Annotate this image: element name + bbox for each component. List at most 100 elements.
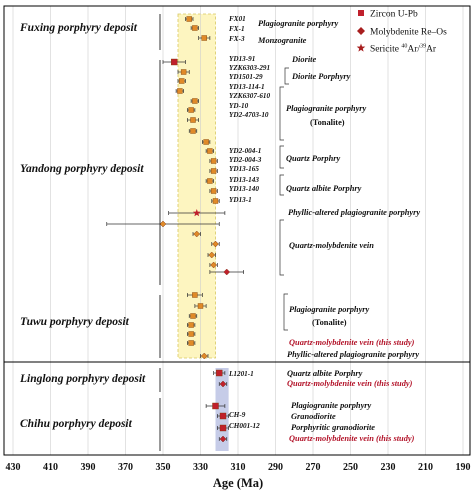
- legend-swatch-diamond: [357, 27, 365, 35]
- data-point-diamond: [208, 251, 216, 259]
- rock-type-label: Porphyritic granodiorite: [291, 423, 375, 432]
- rock-type-label: Diorite Porphyry: [291, 72, 351, 81]
- rock-type-label: Granodiorite: [291, 412, 336, 421]
- x-tick-label: 310: [231, 462, 246, 473]
- rock-type-label: Phyllic-altered plagiogranite porphyry: [287, 350, 419, 359]
- data-point-diamond: [210, 261, 217, 269]
- rock-type-label: Monzogranite: [257, 36, 307, 45]
- sample-label: FX01: [229, 15, 246, 23]
- x-tick-label: 370: [118, 462, 133, 473]
- deposit-label: Yandong porphyry deposit: [20, 163, 144, 175]
- rock-type-label: Quartz-molybdenite vein (this study): [289, 434, 415, 443]
- rock-type-label: Quartz albite Porphry: [286, 184, 362, 193]
- data-point-square: [190, 313, 196, 319]
- sample-label: CH001-12: [229, 422, 260, 430]
- data-point-square: [219, 424, 227, 432]
- data-point-square: [192, 292, 198, 298]
- rock-type-label: Diorite: [291, 55, 316, 64]
- data-point-square: [186, 16, 192, 22]
- deposit-label: Linglong porphyry deposit: [19, 373, 146, 385]
- data-point-square: [179, 78, 185, 84]
- data-point-diamond: [223, 268, 231, 276]
- label-bracket: [279, 174, 284, 196]
- data-point-square: [188, 107, 194, 113]
- data-point-square: [190, 128, 196, 134]
- x-tick-label: 210: [418, 462, 433, 473]
- sample-label: L1201-1: [228, 370, 254, 378]
- data-point-square: [188, 322, 194, 328]
- data-point-diamond: [219, 380, 227, 388]
- sample-label: FX-3: [229, 35, 245, 43]
- legend-label: Molybdenite Re–Os: [370, 28, 447, 38]
- deposit-label: Fuxing porphyry deposit: [19, 22, 138, 34]
- data-point-square: [207, 148, 213, 154]
- sample-label: YD13-114-1: [229, 83, 265, 91]
- rock-type-label: Plagiogranite porphyry: [286, 104, 367, 113]
- highlight-band-outline: [177, 13, 216, 359]
- label-bracket: [279, 86, 284, 141]
- sample-label: YD-10: [229, 102, 249, 110]
- data-point-square: [201, 35, 207, 41]
- data-point-diamond: [219, 435, 227, 443]
- x-tick-label: 410: [43, 462, 58, 473]
- rock-type-label: Plagiogranite porphyry: [258, 19, 339, 28]
- label-bracket: [279, 219, 284, 276]
- data-point-square: [190, 117, 196, 123]
- data-point-square: [212, 198, 219, 204]
- x-tick-label: 270: [306, 462, 321, 473]
- data-point-square: [192, 98, 198, 104]
- sample-label: YD13-165: [229, 165, 259, 173]
- deposit-label: Chihu porphyry deposit: [20, 418, 133, 430]
- x-tick-label: 250: [343, 462, 358, 473]
- rock-type-label: Quartz-molybdenite vein: [289, 241, 374, 250]
- data-point-square: [219, 412, 227, 420]
- rock-type-label: Quartz-molybdenite vein (this study): [289, 338, 415, 347]
- plot-frame: [3, 5, 471, 456]
- rock-type-label: Plagiogranite porphyry: [291, 401, 372, 410]
- data-point-square: [180, 69, 187, 75]
- data-point-square: [212, 402, 219, 410]
- data-point-square: [210, 158, 217, 164]
- label-bracket: [283, 293, 288, 331]
- sample-label: CH-9: [229, 411, 246, 419]
- data-point-square: [192, 25, 198, 31]
- legend-swatch-square: [358, 10, 364, 16]
- x-tick-label: 290: [268, 462, 283, 473]
- legend-label: Zircon U-Pb: [370, 10, 418, 20]
- data-point-square: [210, 168, 217, 174]
- sample-label: YD2-004-3: [229, 156, 262, 164]
- sample-label: YD2-4703-10: [229, 111, 269, 119]
- data-point-diamond: [193, 230, 201, 238]
- x-tick-label: 330: [193, 462, 208, 473]
- rock-type-label: (Tonalite): [312, 318, 347, 327]
- highlight-band: [178, 14, 216, 358]
- sample-label: YD1501-29: [229, 73, 263, 81]
- rock-type-label: Quartz albite Porphry: [287, 369, 363, 378]
- sample-label: YD13-1: [229, 196, 252, 204]
- data-point-square: [203, 139, 209, 145]
- sample-label: FX-1: [229, 25, 245, 33]
- data-point-star: [192, 209, 201, 217]
- data-point-diamond: [200, 352, 208, 360]
- label-bracket: [279, 145, 284, 169]
- legend-swatch-star: [356, 43, 366, 52]
- rock-type-label: (Tonalite): [310, 118, 345, 127]
- data-point-square: [216, 369, 223, 377]
- data-point-square: [188, 331, 194, 337]
- data-point-diamond: [159, 220, 167, 228]
- x-tick-label: 230: [381, 462, 396, 473]
- legend-label: Sericite 40Ar/39Ar: [370, 44, 437, 55]
- label-bracket: [284, 67, 289, 85]
- data-point-square: [171, 58, 178, 66]
- sample-label: YZK6303-291: [229, 64, 270, 72]
- x-tick-label: 430: [6, 462, 21, 473]
- rock-type-label: Plagiogranite porphyry: [289, 305, 370, 314]
- sample-label: YD13-91: [229, 55, 255, 63]
- rock-type-label: Quartz Porphry: [286, 154, 340, 163]
- data-point-diamond: [212, 240, 219, 248]
- data-point-square: [197, 303, 204, 309]
- x-tick-label: 390: [81, 462, 96, 473]
- sample-label: YD13-140: [229, 185, 259, 193]
- x-axis-title: Age (Ma): [213, 476, 263, 490]
